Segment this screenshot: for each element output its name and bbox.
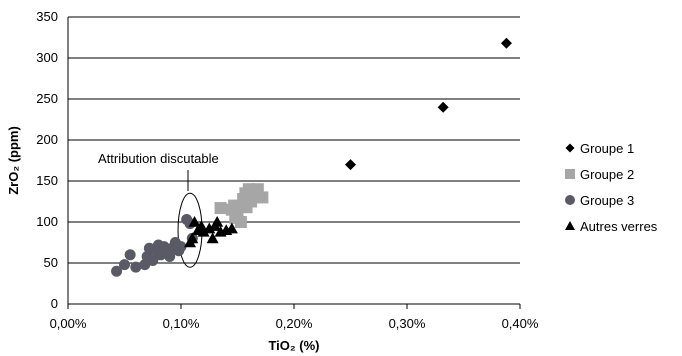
legend-label-3: Autres verres — [580, 219, 658, 234]
point-s1-13 — [240, 201, 253, 214]
point-s1-12 — [234, 216, 247, 228]
axes — [67, 17, 521, 309]
x-tick-0: 0,00% — [50, 316, 87, 331]
point-s3-5 — [197, 225, 210, 237]
legend-marker-1 — [565, 169, 575, 179]
point-s2-7 — [147, 255, 159, 267]
y-tick-250: 250 — [36, 91, 58, 106]
y-axis-title: ZrO₂ (ppm) — [6, 126, 21, 195]
legend: Groupe 1 Groupe 2 Groupe 3 Autres verres — [565, 141, 658, 234]
series-groupe-1 — [345, 37, 512, 171]
point-s0-0 — [345, 159, 356, 171]
x-tick-labels: 0,00% 0,10% 0,20% 0,30% 0,40% — [50, 316, 539, 331]
x-axis-title: TiO₂ (%) — [268, 338, 319, 353]
point-s0-1 — [437, 101, 449, 113]
y-tick-150: 150 — [36, 173, 58, 188]
point-s2-2 — [124, 249, 136, 261]
point-s2-1 — [119, 259, 130, 271]
legend-marker-0 — [565, 143, 575, 153]
y-tick-50: 50 — [44, 255, 58, 270]
y-tick-0: 0 — [51, 296, 58, 311]
point-s1-0 — [214, 202, 227, 215]
y-tick-350: 350 — [36, 9, 58, 24]
point-s1-11 — [256, 191, 269, 204]
point-s3-7 — [206, 232, 219, 244]
point-s2-17 — [175, 241, 187, 253]
x-tick-1: 0,10% — [163, 316, 200, 331]
legend-marker-3 — [565, 221, 575, 230]
y-tick-200: 200 — [36, 132, 58, 147]
y-tick-100: 100 — [36, 214, 58, 229]
y-tick-300: 300 — [36, 50, 58, 65]
point-s0-2 — [500, 37, 512, 49]
legend-label-1: Groupe 2 — [580, 167, 634, 182]
legend-label-2: Groupe 3 — [580, 193, 634, 208]
point-s1-14 — [228, 199, 241, 212]
point-s2-3 — [130, 261, 142, 273]
point-s3-1 — [186, 232, 199, 244]
legend-marker-2 — [565, 195, 575, 205]
point-s3-2 — [188, 216, 201, 227]
data-points — [111, 37, 512, 277]
x-tick-4: 0,40% — [502, 316, 539, 331]
x-tick-2: 0,20% — [276, 316, 313, 331]
series-groupe-3 — [111, 214, 198, 277]
y-tick-labels: 0 50 100 150 200 250 300 350 — [36, 9, 58, 311]
point-s3-12 — [225, 222, 238, 234]
legend-label-0: Groupe 1 — [580, 141, 634, 156]
series-autres-verres — [184, 216, 238, 248]
gridlines — [68, 16, 520, 264]
series-groupe-2 — [214, 183, 269, 228]
point-s2-0 — [111, 265, 123, 277]
point-s3-9 — [211, 216, 224, 227]
annotation-label: Attribution discutable — [98, 151, 219, 166]
x-tick-3: 0,30% — [389, 316, 426, 331]
